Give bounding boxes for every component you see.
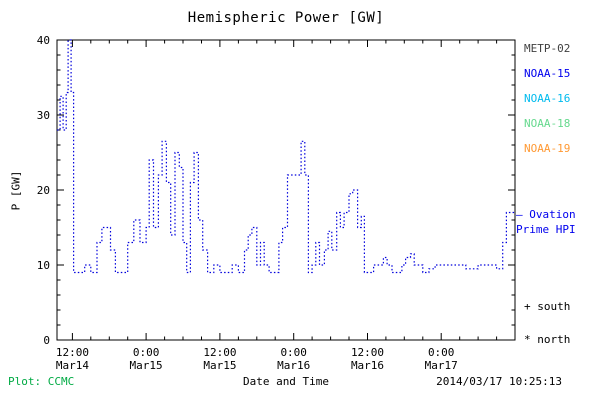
- svg-text:12:00: 12:00: [56, 346, 89, 359]
- svg-text:Mar17: Mar17: [425, 359, 458, 372]
- plot-credit: Plot: CCMC: [8, 375, 75, 388]
- x-axis-label: Date and Time: [242, 375, 330, 388]
- plus-marker-icon: +: [524, 300, 531, 313]
- svg-text:20: 20: [37, 184, 50, 197]
- north-marker-legend: * north: [524, 333, 570, 346]
- svg-text:0:00: 0:00: [280, 346, 307, 359]
- legend-item-noaa-18: NOAA-18: [524, 117, 571, 130]
- svg-text:Mar16: Mar16: [351, 359, 384, 372]
- svg-text:Mar14: Mar14: [56, 359, 89, 372]
- south-marker-legend: + south: [524, 300, 570, 313]
- legend-item-metp-02: METP-02: [524, 42, 571, 55]
- svg-text:30: 30: [37, 109, 50, 122]
- svg-text:Mar15: Mar15: [203, 359, 236, 372]
- ovation-legend: — Ovation Prime HPI: [516, 207, 576, 237]
- legend-item-noaa-19: NOAA-19: [524, 142, 571, 155]
- legend-item-noaa-16: NOAA-16: [524, 92, 571, 105]
- svg-text:12:00: 12:00: [203, 346, 236, 359]
- svg-text:10: 10: [37, 259, 50, 272]
- south-marker-label: south: [537, 300, 571, 313]
- svg-text:40: 40: [37, 34, 50, 47]
- svg-text:Mar15: Mar15: [130, 359, 163, 372]
- ovation-label-line2: Prime HPI: [516, 223, 576, 236]
- legend-item-noaa-15: NOAA-15: [524, 67, 571, 80]
- svg-text:Mar16: Mar16: [277, 359, 310, 372]
- generation-timestamp: 2014/03/17 10:25:13: [436, 375, 562, 388]
- svg-text:12:00: 12:00: [351, 346, 384, 359]
- svg-text:0:00: 0:00: [133, 346, 160, 359]
- ovation-label-line1: Ovation: [529, 208, 576, 221]
- chart-title: Hemispheric Power [GW]: [187, 10, 385, 26]
- svg-text:0: 0: [43, 334, 50, 347]
- satellite-legend: METP-02 NOAA-15 NOAA-16 NOAA-18 NOAA-19: [524, 36, 570, 161]
- ovation-line-sample-icon: —: [516, 208, 523, 221]
- north-marker-label: north: [537, 333, 571, 346]
- svg-text:0:00: 0:00: [428, 346, 455, 359]
- asterisk-marker-icon: *: [524, 333, 531, 346]
